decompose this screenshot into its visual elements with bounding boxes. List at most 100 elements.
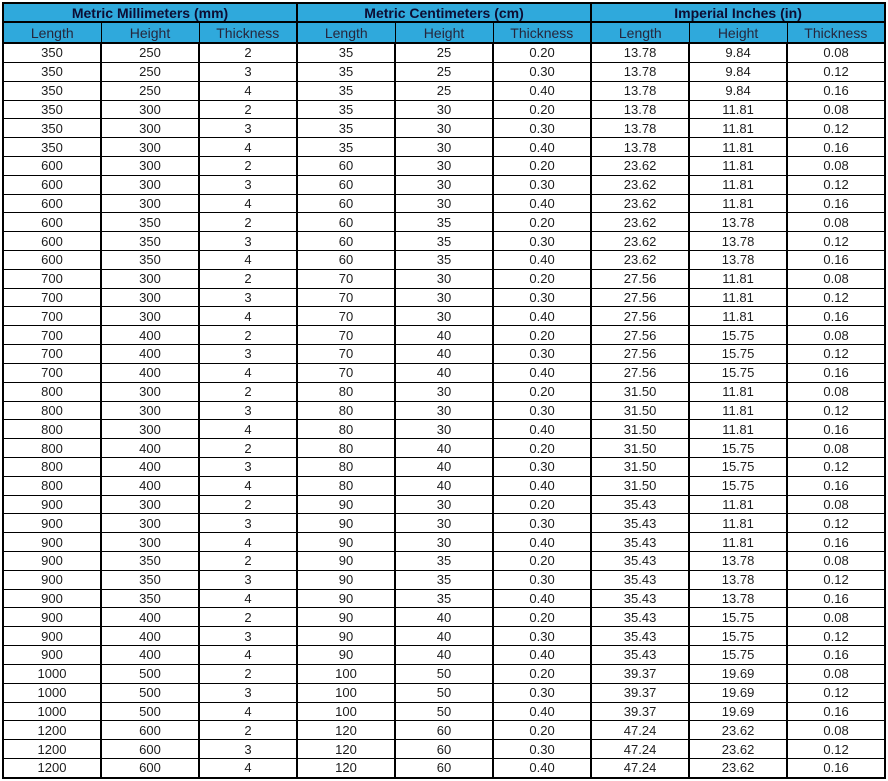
table-cell: 90 [296, 588, 397, 609]
table-cell: 1000 [2, 663, 102, 684]
table-row: 600 300 2 60 30 0.20 23.62 11.81 0.08 [2, 155, 887, 176]
table-cell: 900 [2, 588, 102, 609]
table-cell: 0.30 [492, 174, 593, 195]
table-cell: 80 [296, 381, 397, 402]
table-cell: 300 [100, 99, 200, 120]
table-row: 1000 500 3 100 50 0.30 39.37 19.69 0.12 [2, 682, 887, 703]
table-cell: 47.24 [590, 739, 691, 759]
table-cell: 500 [100, 701, 200, 722]
table-cell: 0.40 [492, 306, 593, 327]
table-cell: 3 [197, 344, 299, 364]
table-cell: 13.78 [688, 569, 789, 590]
table-cell: 300 [100, 174, 200, 195]
table-row: 350 300 4 35 30 0.40 13.78 11.81 0.16 [2, 137, 887, 157]
table-cell: 4 [197, 137, 299, 157]
table-cell: 30 [394, 381, 495, 402]
table-cell: 27.56 [590, 306, 691, 327]
table-cell: 3 [197, 231, 299, 252]
table-cell: 31.50 [590, 475, 691, 496]
table-cell: 90 [296, 645, 397, 665]
table-cell: 300 [100, 137, 200, 157]
table-cell: 700 [2, 344, 102, 364]
table-cell: 0.16 [786, 193, 887, 214]
table-cell: 400 [100, 475, 200, 496]
table-cell: 60 [394, 757, 495, 779]
table-cell: 11.81 [688, 306, 789, 327]
table-cell: 800 [2, 475, 102, 496]
table-cell: 90 [296, 569, 397, 590]
table-body: 350 250 2 35 25 0.20 13.78 9.84 0.08 350… [2, 42, 887, 779]
table-cell: 0.20 [492, 720, 593, 741]
table-cell: 11.81 [688, 532, 789, 553]
table-row: 700 300 4 70 30 0.40 27.56 11.81 0.16 [2, 306, 887, 327]
table-cell: 11.81 [688, 99, 789, 120]
table-cell: 0.12 [786, 400, 887, 421]
table-cell: 0.12 [786, 682, 887, 703]
table-cell: 0.12 [786, 344, 887, 364]
table-cell: 0.12 [786, 739, 887, 759]
table-cell: 31.50 [590, 438, 691, 458]
table-row: 900 400 2 90 40 0.20 35.43 15.75 0.08 [2, 607, 887, 628]
table-cell: 0.40 [492, 701, 593, 722]
table-cell: 0.08 [786, 381, 887, 402]
table-cell: 400 [100, 645, 200, 665]
table-cell: 300 [100, 419, 200, 440]
table-cell: 60 [394, 720, 495, 741]
table-cell: 35.43 [590, 551, 691, 571]
table-cell: 3 [197, 61, 299, 82]
table-row: 900 350 3 90 35 0.30 35.43 13.78 0.12 [2, 569, 887, 590]
table-cell: 19.69 [688, 663, 789, 684]
table-cell: 350 [2, 61, 102, 82]
table-row: 350 250 4 35 25 0.40 13.78 9.84 0.16 [2, 80, 887, 101]
table-cell: 13.78 [688, 250, 789, 270]
table-cell: 4 [197, 306, 299, 327]
table-cell: 80 [296, 438, 397, 458]
table-cell: 0.40 [492, 645, 593, 665]
table-cell: 70 [296, 306, 397, 327]
table-cell: 800 [2, 438, 102, 458]
table-cell: 31.50 [590, 456, 691, 477]
table-cell: 2 [197, 551, 299, 571]
table-cell: 400 [100, 438, 200, 458]
table-cell: 350 [2, 80, 102, 101]
table-cell: 0.16 [786, 645, 887, 665]
table-cell: 15.75 [688, 438, 789, 458]
table-cell: 3 [197, 682, 299, 703]
table-cell: 90 [296, 607, 397, 628]
table-row: 900 350 4 90 35 0.40 35.43 13.78 0.16 [2, 588, 887, 609]
table-cell: 11.81 [688, 381, 789, 402]
table-cell: 0.16 [786, 419, 887, 440]
table-row: 800 400 2 80 40 0.20 31.50 15.75 0.08 [2, 438, 887, 458]
table-cell: 3 [197, 626, 299, 647]
table-cell: 80 [296, 456, 397, 477]
table-cell: 2 [197, 720, 299, 741]
table-cell: 35 [296, 42, 397, 63]
table-cell: 0.08 [786, 99, 887, 120]
table-cell: 35 [296, 80, 397, 101]
table-cell: 120 [296, 757, 397, 779]
table-cell: 19.69 [688, 701, 789, 722]
table-cell: 30 [394, 268, 495, 289]
table-cell: 90 [296, 494, 397, 515]
table-cell: 0.16 [786, 588, 887, 609]
table-cell: 120 [296, 739, 397, 759]
table-cell: 2 [197, 155, 299, 176]
table-cell: 11.81 [688, 400, 789, 421]
table-cell: 600 [2, 250, 102, 270]
table-row: 900 300 3 90 30 0.30 35.43 11.81 0.12 [2, 513, 887, 534]
table-cell: 0.30 [492, 682, 593, 703]
table-cell: 4 [197, 588, 299, 609]
column-header-cm-length: Length [296, 21, 396, 44]
table-cell: 300 [100, 118, 200, 139]
table-row: 800 300 2 80 30 0.20 31.50 11.81 0.08 [2, 381, 887, 402]
table-cell: 90 [296, 513, 397, 534]
table-cell: 800 [2, 400, 102, 421]
table-cell: 2 [197, 663, 299, 684]
table-cell: 350 [100, 551, 200, 571]
table-cell: 4 [197, 193, 299, 214]
table-cell: 40 [394, 438, 495, 458]
table-cell: 4 [197, 532, 299, 553]
table-cell: 25 [394, 61, 495, 82]
table-cell: 0.40 [492, 362, 593, 383]
table-row: 1000 500 2 100 50 0.20 39.37 19.69 0.08 [2, 663, 887, 684]
